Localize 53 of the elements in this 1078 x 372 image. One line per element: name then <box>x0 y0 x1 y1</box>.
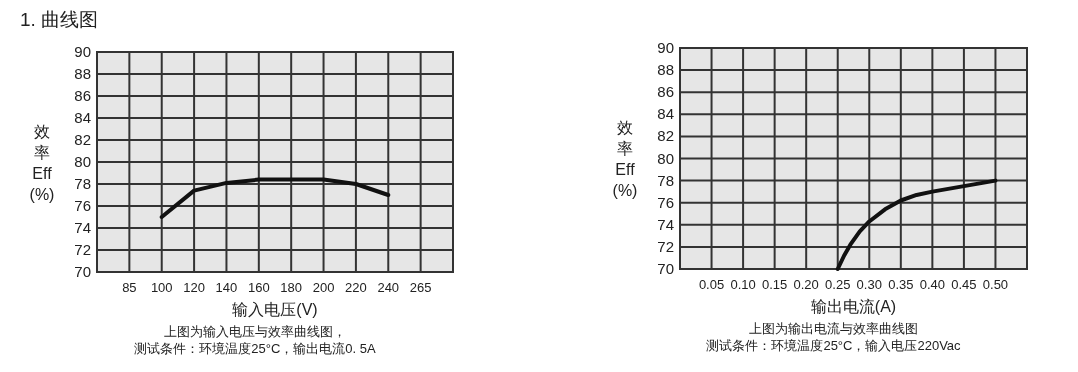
y-tick-label: 70 <box>74 263 91 280</box>
y-tick-label: 78 <box>74 175 91 192</box>
text: 上图为输入电压与效率曲线图， <box>164 324 346 339</box>
x-tick-label: 0.25 <box>825 277 851 292</box>
y-tick-label: 82 <box>657 127 674 145</box>
y-tick-label: 90 <box>74 43 91 60</box>
y-tick-label: 76 <box>657 193 674 211</box>
x-tick-label: 100 <box>150 280 173 295</box>
x-tick-label: 0.50 <box>982 277 1009 292</box>
x-tick-label: 85 <box>122 280 137 295</box>
x-tick-label: 180 <box>280 280 303 295</box>
y-tick-label: 86 <box>74 87 91 104</box>
x-tick-label: 0.35 <box>888 277 914 292</box>
text: 测试条件：环境温度25°C，输入电压220Vac <box>706 338 962 353</box>
y-tick-label: 72 <box>74 241 91 258</box>
y-tick-label: 86 <box>657 83 674 101</box>
x-tick-label: 0.45 <box>951 277 977 292</box>
x-axis-title: 输出电流(A) <box>810 298 897 315</box>
y-tick-label: 80 <box>657 149 674 167</box>
x-tick-label: 0.20 <box>793 277 819 292</box>
y-tick-label: 82 <box>74 131 91 148</box>
y-tick-label: 70 <box>657 260 674 277</box>
x-tick-label: 0.05 <box>698 277 725 292</box>
x-tick-label: 220 <box>345 280 367 295</box>
x-tick-label: 240 <box>377 280 400 295</box>
y-tick-label: 90 <box>657 39 674 56</box>
x-axis-title: 输入电压(V) <box>232 301 318 318</box>
text: 上图为输出电流与效率曲线图 <box>749 321 918 336</box>
y-tick-label: 80 <box>74 153 91 170</box>
y-tick-label: 78 <box>657 171 674 189</box>
y-tick-label: 84 <box>74 109 91 126</box>
y-tick-label: 88 <box>74 65 91 82</box>
y-tick-label: 74 <box>74 219 91 236</box>
y-tick-label: 88 <box>657 61 674 79</box>
x-tick-label: 0.30 <box>856 277 882 292</box>
line-series <box>835 178 998 271</box>
x-tick-label: 0.10 <box>730 277 756 292</box>
y-axis-title: 效率 Eff (%) <box>29 122 55 203</box>
y-tick-label: 72 <box>657 237 674 255</box>
x-tick-label: 120 <box>183 280 205 295</box>
y-tick-label: 74 <box>657 215 674 233</box>
line-series <box>159 177 391 219</box>
y-tick-label: 84 <box>657 105 674 123</box>
x-tick-label: 265 <box>409 280 432 295</box>
x-tick-label: 0.15 <box>761 277 788 292</box>
text: 测试条件：环境温度25°C，输出电流0. 5A <box>134 341 377 356</box>
x-tick-label: 200 <box>312 280 335 295</box>
x-tick-label: 160 <box>247 280 270 295</box>
chart-title: 1. 曲线图 <box>20 9 99 30</box>
y-tick-label: 76 <box>74 197 91 214</box>
x-tick-label: 0.40 <box>919 277 946 292</box>
x-tick-label: 140 <box>215 280 238 295</box>
y-axis-title: 效率 Eff (%) <box>612 119 638 199</box>
